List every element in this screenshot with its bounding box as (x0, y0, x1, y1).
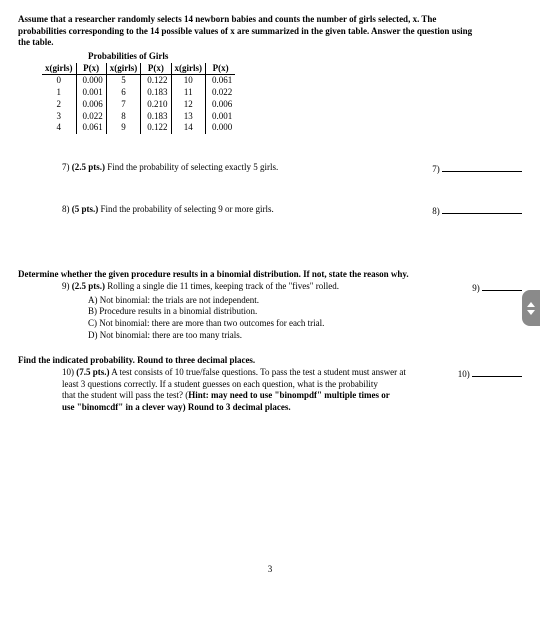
th: x(girls) (42, 63, 76, 75)
q8-ans-label: 8) (432, 206, 440, 216)
answer-blank[interactable] (442, 204, 522, 214)
q9-choice-c: C) Not binomial: there are more than two… (88, 318, 522, 330)
th: P(x) (76, 63, 106, 75)
q7-answer: 7) (432, 162, 522, 176)
scroll-down-icon (527, 310, 535, 315)
q7-ans-label: 7) (432, 164, 440, 174)
q9-answer: 9) (472, 281, 522, 295)
q9-choices: A) Not binomial: the trials are not inde… (18, 295, 522, 342)
q10-hint1: Hint: may need to use "binompdf" multipl… (188, 390, 390, 400)
scroll-up-icon (527, 302, 535, 307)
q7-pts: (2.5 pts.) (72, 162, 105, 172)
answer-blank[interactable] (442, 162, 522, 172)
th: P(x) (141, 63, 171, 75)
intro-line-2: probabilities corresponding to the 14 po… (18, 26, 522, 38)
q9-pts: (2.5 pts.) (72, 281, 105, 291)
answer-blank[interactable] (472, 367, 522, 377)
table-title: Probabilities of Girls (88, 51, 522, 63)
q9-ans-label: 9) (472, 283, 480, 293)
q9-body: Rolling a single die 11 times, keeping t… (105, 281, 339, 291)
th: x(girls) (171, 63, 206, 75)
q9-choice-a: A) Not binomial: the trials are not inde… (88, 295, 522, 307)
q9-choice-b: B) Procedure results in a binomial distr… (88, 306, 522, 318)
question-7-row: 7) (2.5 pts.) Find the probability of se… (18, 162, 522, 176)
table-row: 10.00160.183110.022 (42, 87, 235, 99)
q8-answer: 8) (432, 204, 522, 218)
scroll-control[interactable] (522, 290, 540, 326)
intro-line-1: Assume that a researcher randomly select… (18, 14, 522, 26)
question-9-text: 9) (2.5 pts.) Rolling a single die 11 ti… (18, 281, 339, 293)
question-10-row: 10) (7.5 pts.) A test consists of 10 tru… (18, 367, 522, 414)
th: x(girls) (106, 63, 141, 75)
q7-body: Find the probability of selecting exactl… (105, 162, 278, 172)
q10-label: 10) (62, 367, 76, 377)
page-number: 3 (18, 564, 522, 576)
q7-label: 7) (62, 162, 72, 172)
question-8-text: 8) (5 pts.) Find the probability of sele… (18, 204, 432, 216)
answer-blank[interactable] (482, 281, 522, 291)
table-row: 40.06190.122140.000 (42, 122, 235, 134)
q8-pts: (5 pts.) (72, 204, 99, 214)
q10-line3: that the student will pass the test? ( (62, 390, 188, 400)
q10-pts: (7.5 pts.) (76, 367, 109, 377)
probability-table: x(girls) P(x) x(girls) P(x) x(girls) P(x… (42, 63, 235, 134)
worksheet-page: Assume that a researcher randomly select… (0, 0, 540, 586)
q10-line2: least 3 questions correctly. If a studen… (62, 379, 378, 389)
table-row: 00.00050.122100.061 (42, 75, 235, 87)
q10-line1: A test consists of 10 true/false questio… (110, 367, 406, 377)
th: P(x) (206, 63, 236, 75)
q8-label: 8) (62, 204, 72, 214)
question-10-text: 10) (7.5 pts.) A test consists of 10 tru… (18, 367, 458, 414)
q8-body: Find the probability of selecting 9 or m… (98, 204, 273, 214)
question-7-text: 7) (2.5 pts.) Find the probability of se… (18, 162, 432, 174)
question-9-row: 9) (2.5 pts.) Rolling a single die 11 ti… (18, 281, 522, 295)
intro-line-3: the table. (18, 37, 522, 49)
q9-choice-d: D) Not binomial: there are too many tria… (88, 330, 522, 342)
q10-answer: 10) (458, 367, 522, 381)
intro-text: Assume that a researcher randomly select… (18, 14, 522, 49)
table-row: 30.02280.183130.001 (42, 111, 235, 123)
table-row: 20.00670.210120.006 (42, 99, 235, 111)
question-8-row: 8) (5 pts.) Find the probability of sele… (18, 204, 522, 218)
q9-label: 9) (62, 281, 72, 291)
section-prob-heading: Find the indicated probability. Round to… (18, 355, 522, 367)
q10-ans-label: 10) (458, 369, 470, 379)
section-binomial-heading: Determine whether the given procedure re… (18, 269, 522, 281)
table-header-row: x(girls) P(x) x(girls) P(x) x(girls) P(x… (42, 63, 235, 75)
q10-hint2: use "binomcdf" in a clever way) Round to… (62, 402, 291, 412)
